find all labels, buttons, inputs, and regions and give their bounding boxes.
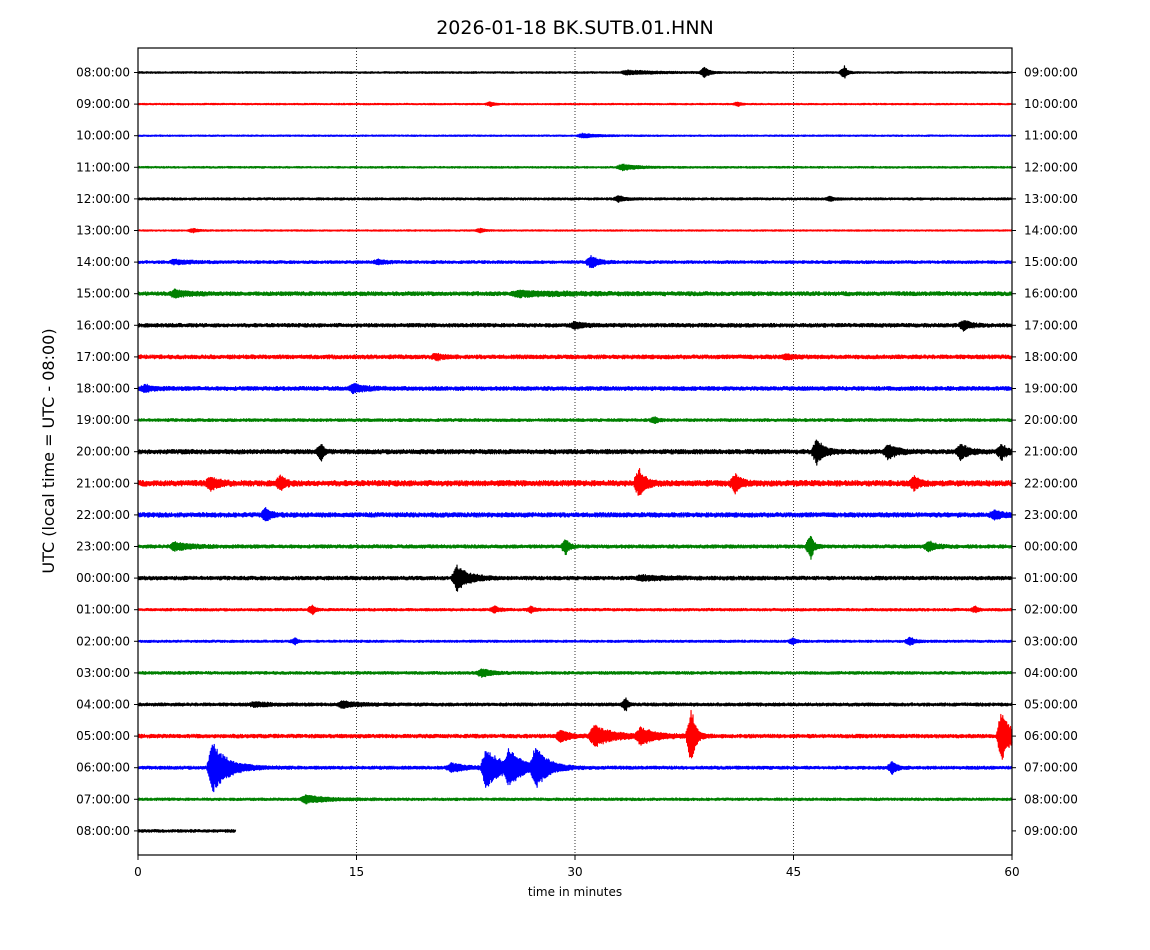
- trace-row-7: [137, 288, 1013, 299]
- y-tick-label-utc-20: 04:00:00: [76, 698, 130, 712]
- trace-row-10: [137, 382, 1013, 395]
- y-tick-label-local-3: 12:00:00: [1024, 160, 1078, 174]
- trace-row-2: [137, 132, 1013, 139]
- y-tick-label-local-0: 09:00:00: [1024, 66, 1078, 80]
- x-axis-label: time in minutes: [528, 885, 622, 899]
- x-tick-label-4: 60: [1004, 865, 1019, 879]
- trace-row-21: [137, 709, 1013, 760]
- y-tick-label-local-7: 16:00:00: [1024, 287, 1078, 301]
- y-tick-label-utc-13: 21:00:00: [76, 476, 130, 490]
- trace-row-15: [137, 535, 1013, 560]
- y-tick-label-utc-10: 18:00:00: [76, 382, 130, 396]
- trace-row-1: [137, 101, 1013, 108]
- y-tick-label-local-17: 02:00:00: [1024, 603, 1078, 617]
- trace-row-14: [137, 507, 1013, 522]
- y-tick-label-local-22: 07:00:00: [1024, 761, 1078, 775]
- y-tick-label-local-6: 15:00:00: [1024, 255, 1078, 269]
- y-tick-label-utc-19: 03:00:00: [76, 666, 130, 680]
- x-tick-label-2: 30: [567, 865, 582, 879]
- trace-row-3: [137, 163, 1013, 172]
- y-tick-label-utc-12: 20:00:00: [76, 445, 130, 459]
- y-tick-label-local-20: 05:00:00: [1024, 698, 1078, 712]
- trace-row-18: [137, 636, 1013, 647]
- y-tick-label-local-24: 09:00:00: [1024, 824, 1078, 838]
- y-tick-label-utc-14: 22:00:00: [76, 508, 130, 522]
- trace-row-8: [137, 320, 1013, 332]
- trace-row-20: [137, 697, 1013, 712]
- trace-row-23: [137, 794, 1013, 805]
- y-tick-label-utc-5: 13:00:00: [76, 224, 130, 238]
- y-axis-ticks: 08:00:00 09:00:00 09:00:00 10:00:00 10:00:00…: [76, 66, 1078, 838]
- trace-row-6: [137, 254, 1013, 269]
- y-tick-label-local-12: 21:00:00: [1024, 445, 1078, 459]
- y-tick-label-utc-2: 10:00:00: [76, 129, 130, 143]
- y-tick-label-local-1: 10:00:00: [1024, 97, 1078, 111]
- y-tick-label-utc-18: 02:00:00: [76, 634, 130, 648]
- trace-row-22: [137, 743, 1013, 793]
- y-tick-label-utc-22: 06:00:00: [76, 761, 130, 775]
- vertical-gridlines: [356, 48, 794, 855]
- y-tick-label-utc-4: 12:00:00: [76, 192, 130, 206]
- trace-row-17: [137, 604, 1013, 616]
- y-tick-label-utc-9: 17:00:00: [76, 350, 130, 364]
- y-tick-label-local-8: 17:00:00: [1024, 318, 1078, 332]
- y-tick-label-local-4: 13:00:00: [1024, 192, 1078, 206]
- y-tick-label-utc-15: 23:00:00: [76, 540, 130, 554]
- trace-row-16: [137, 564, 1013, 592]
- y-tick-label-local-16: 01:00:00: [1024, 571, 1078, 585]
- trace-row-5: [137, 227, 1013, 234]
- trace-row-9: [137, 352, 1013, 362]
- trace-row-19: [137, 668, 1013, 678]
- y-tick-label-local-21: 06:00:00: [1024, 729, 1078, 743]
- seismic-traces: [137, 65, 1013, 833]
- y-tick-label-utc-16: 00:00:00: [76, 571, 130, 585]
- y-tick-label-utc-24: 08:00:00: [76, 824, 130, 838]
- y-tick-label-utc-0: 08:00:00: [76, 66, 130, 80]
- x-tick-label-1: 15: [349, 865, 364, 879]
- chart-title: 2026-01-18 BK.SUTB.01.HNN: [436, 17, 714, 39]
- y-tick-label-local-5: 14:00:00: [1024, 224, 1078, 238]
- trace-row-11: [137, 416, 1013, 425]
- x-tick-label-3: 45: [786, 865, 801, 879]
- y-tick-label-utc-17: 01:00:00: [76, 603, 130, 617]
- y-tick-label-utc-1: 09:00:00: [76, 97, 130, 111]
- x-tick-label-0: 0: [134, 865, 142, 879]
- y-tick-label-local-14: 23:00:00: [1024, 508, 1078, 522]
- y-tick-label-local-9: 18:00:00: [1024, 350, 1078, 364]
- y-tick-label-local-13: 22:00:00: [1024, 476, 1078, 490]
- y-tick-label-utc-21: 05:00:00: [76, 729, 130, 743]
- y-tick-label-local-2: 11:00:00: [1024, 129, 1078, 143]
- y-tick-label-utc-8: 16:00:00: [76, 318, 130, 332]
- y-tick-label-utc-11: 19:00:00: [76, 413, 130, 427]
- y-tick-label-local-19: 04:00:00: [1024, 666, 1078, 680]
- y-tick-label-local-18: 03:00:00: [1024, 634, 1078, 648]
- y-tick-label-utc-7: 15:00:00: [76, 287, 130, 301]
- trace-row-24: [137, 828, 237, 833]
- y-tick-label-local-23: 08:00:00: [1024, 792, 1078, 806]
- y-tick-label-local-10: 19:00:00: [1024, 382, 1078, 396]
- trace-row-0: [137, 65, 1013, 79]
- trace-row-12: [137, 439, 1013, 466]
- y-axis-label: UTC (local time = UTC - 08:00): [39, 328, 58, 573]
- trace-row-13: [137, 468, 1013, 496]
- y-tick-label-utc-23: 07:00:00: [76, 792, 130, 806]
- trace-row-4: [137, 195, 1013, 203]
- y-tick-label-utc-3: 11:00:00: [76, 160, 130, 174]
- y-tick-label-local-11: 20:00:00: [1024, 413, 1078, 427]
- y-tick-label-local-15: 00:00:00: [1024, 540, 1078, 554]
- y-tick-label-utc-6: 14:00:00: [76, 255, 130, 269]
- x-axis-ticks: 0 15 30 45 60: [134, 855, 1020, 879]
